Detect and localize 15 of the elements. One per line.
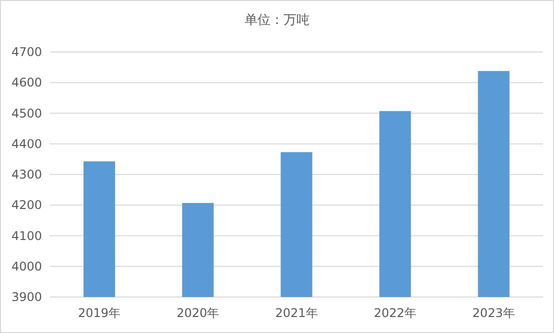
y-tick-label: 4600 bbox=[11, 76, 42, 90]
y-tick-label: 4500 bbox=[11, 106, 42, 120]
y-tick-label: 4400 bbox=[11, 136, 42, 151]
y-tick-label: 4100 bbox=[11, 228, 42, 243]
y-tick-label: 4300 bbox=[11, 168, 42, 182]
x-tick-label: 2021年 bbox=[275, 306, 318, 320]
x-tick-label: 2023年 bbox=[472, 306, 515, 320]
x-tick-label: 2022年 bbox=[374, 306, 416, 320]
y-tick-label: 4000 bbox=[11, 259, 42, 274]
x-tick-label: 2019年 bbox=[78, 306, 121, 320]
y-tick-label: 4200 bbox=[11, 198, 42, 212]
chart-title: 单位：万吨 bbox=[244, 13, 310, 28]
y-tick-label: 3900 bbox=[11, 290, 42, 304]
x-tick-label: 2020年 bbox=[176, 306, 220, 320]
y-tick-label: 4700 bbox=[11, 45, 42, 59]
